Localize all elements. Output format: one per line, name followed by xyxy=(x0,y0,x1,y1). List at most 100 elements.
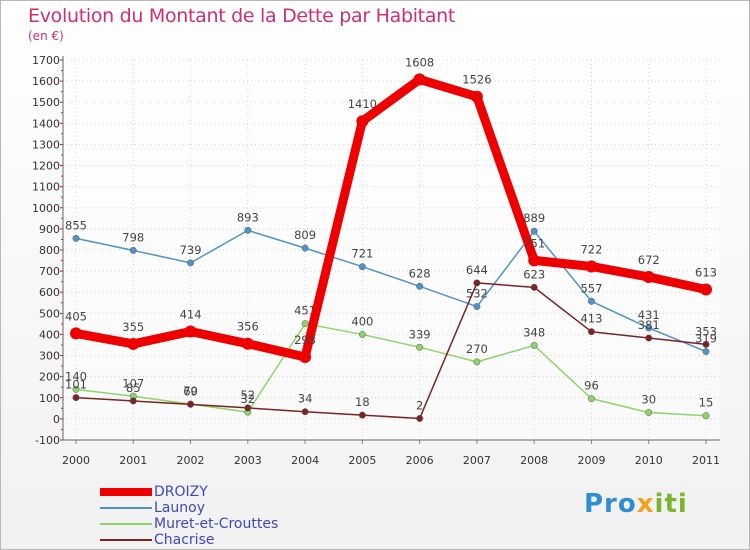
data-point xyxy=(645,334,653,342)
data-point xyxy=(413,73,426,86)
y-tick-label: 800 xyxy=(39,244,60,257)
data-label: 809 xyxy=(294,228,316,242)
data-label: 2 xyxy=(416,398,423,412)
legend-swatch xyxy=(100,507,152,509)
y-tick-label: 600 xyxy=(39,286,60,299)
legend-label: Chacrise xyxy=(154,532,215,548)
data-label: 34 xyxy=(298,392,313,406)
data-label: 30 xyxy=(641,393,656,407)
data-point xyxy=(301,408,309,416)
data-label: 101 xyxy=(65,378,87,392)
y-tick-label: 1500 xyxy=(32,96,60,109)
y-tick-label: 1700 xyxy=(32,54,60,67)
x-tick-label: 2007 xyxy=(463,454,491,467)
data-point xyxy=(416,282,424,290)
data-label: 96 xyxy=(584,379,599,393)
data-point xyxy=(588,297,595,305)
data-point xyxy=(301,244,309,252)
y-tick-label: 700 xyxy=(39,265,60,278)
y-tick-label: 1300 xyxy=(32,138,60,151)
data-label: 18 xyxy=(355,395,370,409)
data-point xyxy=(299,351,312,364)
data-label: 353 xyxy=(695,324,717,338)
data-label: 339 xyxy=(409,327,431,341)
data-label: 1526 xyxy=(462,73,491,87)
data-point xyxy=(241,337,254,350)
y-tick-label: 1100 xyxy=(32,181,60,194)
data-point xyxy=(416,415,424,422)
x-tick-label: 2006 xyxy=(406,454,434,467)
data-point xyxy=(528,254,541,267)
x-tick-label: 2003 xyxy=(234,454,262,467)
data-point xyxy=(358,411,366,419)
legend-swatch xyxy=(100,488,152,496)
legend-item: Chacrise xyxy=(100,532,214,548)
x-tick-label: 2008 xyxy=(520,454,548,467)
data-label: 293 xyxy=(294,333,316,347)
data-point xyxy=(702,348,710,355)
data-point xyxy=(184,325,197,338)
legend-label: Launoy xyxy=(154,500,205,516)
y-tick-label: 1600 xyxy=(32,75,60,88)
data-label: 613 xyxy=(695,265,717,279)
data-point xyxy=(470,90,483,103)
data-label: 413 xyxy=(580,312,602,326)
data-label: 69 xyxy=(183,384,198,398)
data-point xyxy=(72,394,80,402)
x-tick-label: 2004 xyxy=(291,454,319,467)
data-label: 32 xyxy=(240,392,255,406)
data-label: 381 xyxy=(638,318,660,332)
data-point xyxy=(530,283,538,291)
data-point xyxy=(642,271,655,284)
legend-item: DROIZY xyxy=(100,484,208,500)
data-point xyxy=(588,395,595,403)
data-label: 623 xyxy=(523,267,545,281)
y-tick-label: 100 xyxy=(39,392,60,405)
y-tick-label: 1200 xyxy=(32,160,60,173)
data-label: 15 xyxy=(699,396,714,410)
logo-part-3: iti xyxy=(654,489,688,519)
data-label: 889 xyxy=(523,211,545,225)
data-label: 739 xyxy=(180,243,202,257)
data-point xyxy=(473,303,481,311)
data-point xyxy=(129,397,137,405)
data-point xyxy=(416,343,424,351)
y-tick-label: 400 xyxy=(39,328,60,341)
data-label: 532 xyxy=(466,287,488,301)
proxiti-logo: Proxiti xyxy=(584,489,688,519)
legend-swatch xyxy=(100,539,152,541)
y-tick-label: 1400 xyxy=(32,117,60,130)
series-line-muret-et-crouttes xyxy=(75,322,707,417)
data-label: 319 xyxy=(695,332,717,346)
data-label: 348 xyxy=(523,325,545,339)
series-line-launoy xyxy=(75,229,707,353)
x-tick-label: 2001 xyxy=(119,454,147,467)
data-label: 414 xyxy=(180,307,202,321)
data-label: 1410 xyxy=(348,97,377,111)
data-point xyxy=(187,400,194,408)
chart-unit-label: (en €) xyxy=(28,29,64,43)
data-point xyxy=(127,337,140,350)
data-point xyxy=(530,341,538,349)
data-label: 400 xyxy=(351,314,373,328)
data-label: 52 xyxy=(240,388,255,402)
logo-part-2: x xyxy=(636,489,655,519)
x-tick-label: 2009 xyxy=(577,454,605,467)
y-tick-label: 500 xyxy=(39,307,60,320)
x-tick-label: 2005 xyxy=(348,454,376,467)
data-label: 70 xyxy=(183,384,198,398)
y-tick-label: 900 xyxy=(39,223,60,236)
x-tick-label: 2010 xyxy=(635,454,663,467)
x-tick-label: 2000 xyxy=(62,454,90,467)
legend-label: DROIZY xyxy=(154,484,208,500)
data-label: 672 xyxy=(638,253,660,267)
data-point xyxy=(702,340,710,348)
data-label: 107 xyxy=(122,376,144,390)
y-tick-label: -100 xyxy=(35,434,60,447)
series-line-chacrise xyxy=(75,282,707,420)
x-tick-label: 2011 xyxy=(692,454,720,467)
data-point xyxy=(356,115,369,128)
y-tick-label: 300 xyxy=(39,350,60,363)
data-label: 855 xyxy=(65,218,87,232)
data-label: 557 xyxy=(580,281,602,295)
